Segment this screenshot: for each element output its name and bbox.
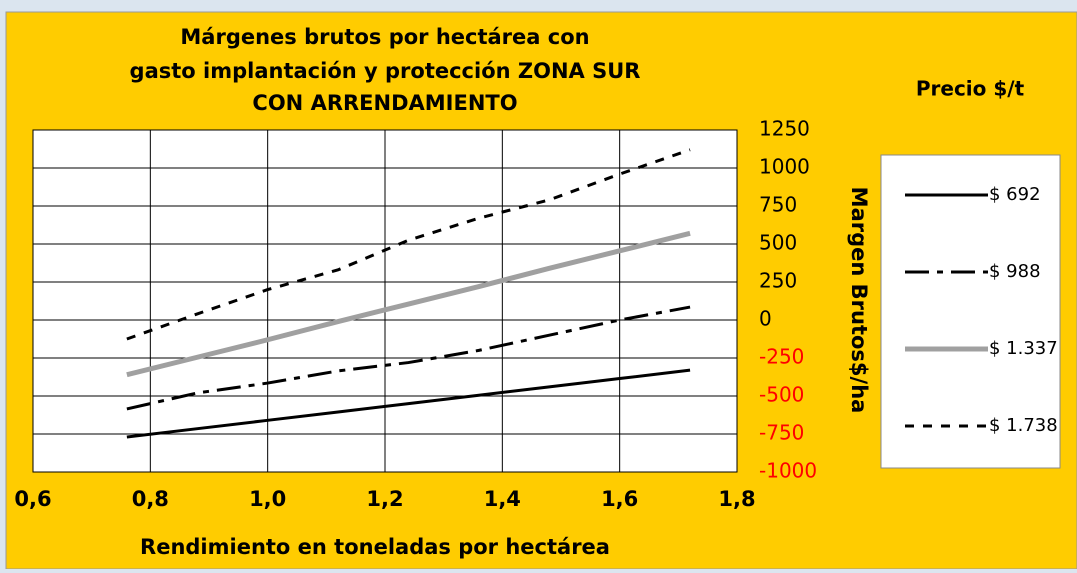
y-tick-label: 250 bbox=[759, 269, 797, 293]
y-tick-label: 500 bbox=[759, 231, 797, 255]
x-tick-label: 1,6 bbox=[601, 487, 638, 511]
y-tick-label: 750 bbox=[759, 193, 797, 217]
series-line bbox=[126, 230, 691, 378]
y-tick-label: 0 bbox=[759, 307, 772, 331]
x-tick-label: 1,8 bbox=[718, 487, 755, 511]
legend-box bbox=[880, 154, 1061, 469]
x-tick-label: 1,4 bbox=[484, 487, 521, 511]
x-axis-title: Rendimiento en toneladas por hectárea bbox=[140, 535, 610, 559]
legend-label: $ 988 bbox=[989, 261, 1041, 282]
series-line bbox=[126, 368, 691, 439]
legend-label: $ 692 bbox=[989, 184, 1041, 205]
y-tick-label: -250 bbox=[759, 345, 804, 369]
series-line bbox=[126, 305, 691, 411]
chart-title: Márgenes brutos por hectárea con bbox=[180, 25, 589, 49]
chart-title: gasto implantación y protección ZONA SUR bbox=[130, 59, 641, 83]
legend-label: $ 1.738 bbox=[989, 415, 1058, 436]
x-tick-label: 1,2 bbox=[366, 487, 403, 511]
y-tick-label: 1250 bbox=[759, 117, 810, 141]
x-tick-label: 0,6 bbox=[14, 487, 51, 511]
y-tick-label: -500 bbox=[759, 383, 804, 407]
y-tick-label: -750 bbox=[759, 421, 804, 445]
y-tick-label: 1000 bbox=[759, 155, 810, 179]
y-axis-title: Margen Brutos$/ha bbox=[847, 187, 871, 414]
legend-label: $ 1.337 bbox=[989, 338, 1058, 359]
y-tick-label: -1000 bbox=[759, 459, 817, 483]
x-tick-label: 1,0 bbox=[249, 487, 286, 511]
plot-border bbox=[32, 129, 738, 473]
x-tick-label: 0,8 bbox=[132, 487, 169, 511]
chart-title: CON ARRENDAMIENTO bbox=[252, 91, 517, 115]
legend-title: Precio $/t bbox=[916, 77, 1025, 101]
